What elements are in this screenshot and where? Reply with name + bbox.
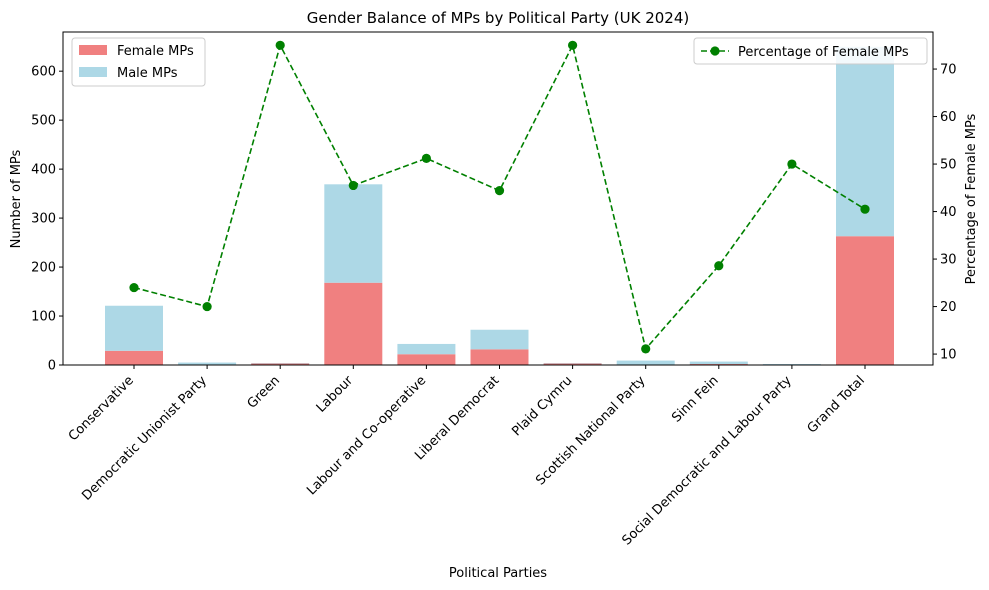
bar-male-0 [105,306,163,351]
y2-tick-label-60: 60 [940,110,957,125]
bars-layer [105,47,894,365]
y-tick-label-600: 600 [31,65,56,80]
x-tick-label-3: Labour [314,373,357,416]
bar-male-8 [690,362,748,364]
y-tick-label-100: 100 [31,310,56,325]
percentage-point-3 [349,181,358,190]
legend-swatch-male [79,67,107,77]
legend-right: Percentage of Female MPs [694,38,927,64]
bar-female-0 [105,351,163,365]
percentage-point-6 [568,41,577,50]
chart-title: Gender Balance of MPs by Political Party… [307,9,690,27]
percentage-point-10 [860,205,869,214]
bar-male-4 [397,344,455,354]
y2-tick-label-50: 50 [940,158,957,173]
y2-tick-label-10: 10 [940,348,957,363]
legend-swatch-female [79,45,107,55]
legend-label-male: Male MPs [117,66,178,81]
x-tick-label-6: Plaid Cymru [509,373,575,439]
y2-axis-label: Percentage of Female MPs [964,113,979,284]
bar-male-5 [471,330,529,350]
bar-female-4 [397,354,455,365]
x-tick-label-2: Green [245,373,283,411]
axes-layer: 0 100 200 300 400 500 600 10 20 30 40 50 60 70 Conserv… [31,32,956,548]
y2-tick-label-70: 70 [940,63,957,78]
bar-male-3 [324,184,382,282]
line-layer [129,41,869,354]
bar-female-5 [471,349,529,365]
percentage-point-9 [787,159,796,168]
y-tick-label-200: 200 [31,261,56,276]
bar-female-3 [324,283,382,365]
x-tick-label-4: Labour and Co-operative [304,373,429,498]
y2-tick-label-40: 40 [940,205,957,220]
y2-tick-label-20: 20 [940,300,957,315]
x-tick-label-8: Sinn Fein [669,373,721,425]
bar-female-10 [836,236,894,365]
percentage-line [134,45,865,349]
percentage-point-8 [714,261,723,270]
percentage-point-1 [203,302,212,311]
x-tick-label-9: Social Democratic and Labour Party [619,373,794,548]
x-tick-label-10: Grand Total [805,373,868,436]
x-axis-label: Political Parties [449,566,547,581]
percentage-point-4 [422,154,431,163]
x-tick-label-1: Democratic Unionist Party [79,373,210,504]
percentage-point-5 [495,186,504,195]
legend-marker-percentage [710,46,719,55]
percentage-point-7 [641,344,650,353]
y-tick-label-500: 500 [31,114,56,129]
x-tick-label-0: Conservative [66,373,137,444]
legend-label-percentage: Percentage of Female MPs [738,45,909,60]
y-tick-label-400: 400 [31,163,56,178]
y-tick-label-300: 300 [31,212,56,227]
bar-male-7 [617,361,675,365]
y-tick-label-0: 0 [48,359,56,374]
percentage-point-2 [276,41,285,50]
legend-left: Female MPs Male MPs [72,38,205,86]
percentage-point-0 [129,283,138,292]
bar-male-1 [178,363,236,365]
legend-label-female: Female MPs [117,44,194,59]
y2-tick-label-30: 30 [940,253,957,268]
y-axis-label: Number of MPs [9,149,24,248]
